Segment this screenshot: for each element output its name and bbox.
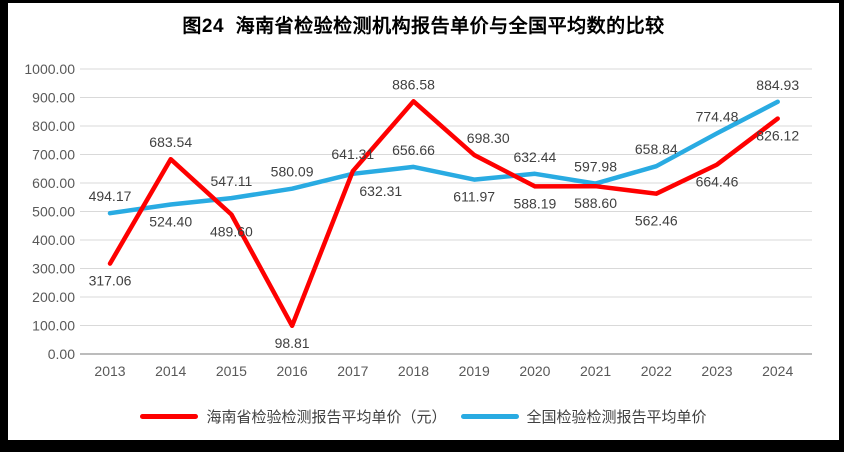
data-label-national-2019: 611.97 xyxy=(453,189,495,205)
data-label-national-2016: 580.09 xyxy=(271,164,314,180)
chart-title: 图24 海南省检验检测机构报告单价与全国平均数的比较 xyxy=(182,16,665,37)
data-label-hainan-2018: 886.58 xyxy=(392,76,435,92)
y-tick-label: 400.00 xyxy=(32,232,75,248)
data-label-national-2018: 656.66 xyxy=(392,142,435,158)
data-label-national-2022: 658.84 xyxy=(635,141,678,157)
data-label-national-2021: 597.98 xyxy=(574,159,617,175)
data-label-hainan-2024: 826.12 xyxy=(756,128,799,144)
red-line-swatch xyxy=(140,413,199,419)
data-label-hainan-2023: 664.46 xyxy=(696,174,739,190)
y-tick-label: 600.00 xyxy=(32,175,75,191)
data-label-hainan-2021: 588.60 xyxy=(574,195,617,211)
data-label-hainan-2020: 588.19 xyxy=(513,195,556,211)
x-tick-label: 2020 xyxy=(519,363,550,379)
legend-label-hainan: 海南省检验检测报告平均单价（元） xyxy=(206,408,447,426)
x-tick-label: 2013 xyxy=(94,363,125,379)
y-tick-label: 0.00 xyxy=(48,346,75,362)
data-label-hainan-2015: 489.60 xyxy=(210,223,253,239)
data-label-national-2020: 632.44 xyxy=(513,149,556,165)
blue-line-swatch xyxy=(460,413,519,419)
legend-item-national: 全国检验检测报告平均单价 xyxy=(460,406,707,427)
data-label-hainan-2016: 98.81 xyxy=(275,335,310,351)
y-tick-label: 700.00 xyxy=(32,147,75,163)
data-label-hainan-2019: 698.30 xyxy=(467,130,510,146)
data-label-hainan-2022: 562.46 xyxy=(635,213,678,229)
x-tick-label: 2024 xyxy=(762,363,793,379)
y-tick-label: 100.00 xyxy=(32,318,75,334)
y-tick-label: 200.00 xyxy=(32,289,75,305)
y-tick-label: 300.00 xyxy=(32,261,75,277)
data-label-national-2024: 884.93 xyxy=(756,77,799,93)
data-label-hainan-2014: 683.54 xyxy=(149,134,192,150)
x-tick-label: 2019 xyxy=(459,363,490,379)
y-tick-label: 1000.00 xyxy=(24,61,75,77)
y-tick-label: 900.00 xyxy=(32,90,75,106)
x-tick-label: 2022 xyxy=(641,363,672,379)
x-tick-label: 2018 xyxy=(398,363,429,379)
data-label-hainan-2017: 641.31 xyxy=(331,146,374,162)
data-label-national-2023: 774.48 xyxy=(696,108,739,124)
x-tick-label: 2023 xyxy=(701,363,732,379)
data-label-national-2014: 524.40 xyxy=(149,214,192,230)
x-tick-label: 2021 xyxy=(580,363,611,379)
legend-label-national: 全国检验检测报告平均单价 xyxy=(526,408,707,426)
x-tick-label: 2015 xyxy=(216,363,247,379)
data-label-hainan-2013: 317.06 xyxy=(89,273,132,289)
series-line-hainan xyxy=(107,99,780,329)
data-label-national-2015: 547.11 xyxy=(211,173,253,189)
data-label-national-2013: 494.17 xyxy=(89,188,132,204)
data-label-national-2017: 632.31 xyxy=(359,183,402,199)
y-tick-label: 800.00 xyxy=(32,118,75,134)
x-tick-label: 2017 xyxy=(337,363,368,379)
y-tick-label: 500.00 xyxy=(32,204,75,220)
legend-item-hainan: 海南省检验检测报告平均单价（元） xyxy=(140,406,447,427)
x-tick-label: 2016 xyxy=(277,363,308,379)
chart-surface xyxy=(8,3,839,440)
series-line-national xyxy=(107,99,780,216)
legend: 海南省检验检测报告平均单价（元） 全国检验检测报告平均单价 xyxy=(8,403,839,429)
x-tick-label: 2014 xyxy=(155,363,186,379)
